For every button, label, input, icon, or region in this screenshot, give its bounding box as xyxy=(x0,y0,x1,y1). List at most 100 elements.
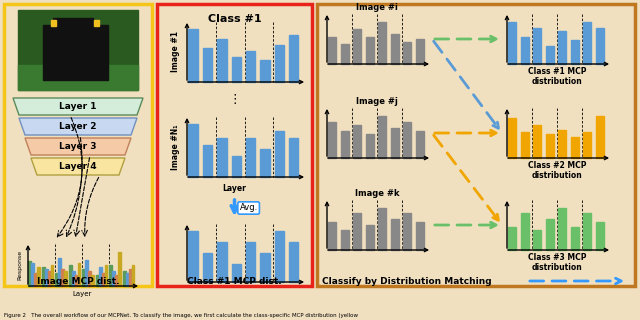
Bar xyxy=(403,42,412,64)
Bar xyxy=(83,269,85,286)
Bar xyxy=(416,39,424,64)
Bar xyxy=(533,28,541,64)
Bar xyxy=(378,116,387,158)
Bar xyxy=(72,271,74,286)
Bar xyxy=(533,230,541,250)
Bar xyxy=(275,45,284,82)
Bar xyxy=(508,118,516,158)
Bar xyxy=(217,242,227,282)
Bar xyxy=(203,48,212,82)
Bar xyxy=(45,269,47,286)
Bar xyxy=(416,222,424,250)
Bar xyxy=(289,138,298,177)
Bar xyxy=(546,219,554,250)
Bar xyxy=(123,271,125,286)
Bar xyxy=(203,145,212,177)
Bar xyxy=(391,128,399,158)
Text: Class #2 MCP
distribution: Class #2 MCP distribution xyxy=(528,161,586,180)
Bar xyxy=(340,131,349,158)
Text: Figure 2   The overall workflow of our MCPNet. To classify the image, we first c: Figure 2 The overall workflow of our MCP… xyxy=(4,313,358,317)
Text: Image #N₁: Image #N₁ xyxy=(170,124,179,170)
Text: Layer 4: Layer 4 xyxy=(59,162,97,171)
Bar xyxy=(583,213,591,250)
Bar xyxy=(61,269,64,286)
Bar xyxy=(37,267,40,286)
Bar xyxy=(340,230,349,250)
Polygon shape xyxy=(31,158,125,175)
Bar xyxy=(275,131,284,177)
Bar xyxy=(596,28,604,64)
Bar xyxy=(217,138,227,177)
Bar xyxy=(378,21,387,64)
Bar xyxy=(232,264,241,282)
Bar xyxy=(69,265,72,286)
Bar xyxy=(28,261,31,286)
Bar xyxy=(275,231,284,282)
Bar xyxy=(571,227,579,250)
Bar xyxy=(132,265,134,286)
Bar xyxy=(48,271,51,286)
Bar xyxy=(51,20,56,26)
Bar xyxy=(353,29,362,64)
Bar xyxy=(533,125,541,158)
Bar xyxy=(558,207,566,250)
Bar xyxy=(4,4,152,286)
Bar xyxy=(31,263,34,286)
Bar xyxy=(391,34,399,64)
Bar xyxy=(583,21,591,64)
Bar xyxy=(115,275,118,286)
Bar xyxy=(96,275,99,286)
Bar xyxy=(416,131,424,158)
Bar xyxy=(42,267,45,286)
Bar xyxy=(571,137,579,158)
Bar xyxy=(317,4,635,286)
Bar xyxy=(583,132,591,158)
Bar xyxy=(246,242,255,282)
Bar xyxy=(94,20,99,26)
Bar xyxy=(596,222,604,250)
Bar xyxy=(403,213,412,250)
Bar xyxy=(246,138,255,177)
Text: Image #k: Image #k xyxy=(355,189,399,198)
Polygon shape xyxy=(25,138,131,155)
Bar xyxy=(58,258,61,286)
Bar xyxy=(365,36,374,64)
Bar xyxy=(188,231,198,282)
Bar xyxy=(51,265,54,286)
Bar xyxy=(353,213,362,250)
Bar xyxy=(203,253,212,282)
Bar xyxy=(102,273,104,286)
Polygon shape xyxy=(13,98,143,115)
Bar xyxy=(64,271,67,286)
Bar xyxy=(328,36,337,64)
Bar xyxy=(521,37,529,64)
Text: Layer: Layer xyxy=(72,291,92,297)
Text: ⋮: ⋮ xyxy=(228,93,241,107)
Bar xyxy=(88,271,91,286)
Bar xyxy=(92,275,94,286)
Bar xyxy=(188,29,198,82)
Bar xyxy=(129,269,131,286)
Bar xyxy=(260,60,269,82)
Bar xyxy=(558,130,566,158)
Bar xyxy=(85,260,88,286)
Bar xyxy=(521,132,529,158)
Bar xyxy=(18,65,138,90)
Bar xyxy=(188,124,198,177)
Text: Layer 3: Layer 3 xyxy=(60,142,97,151)
Text: Class #1: Class #1 xyxy=(208,14,261,24)
Bar xyxy=(391,219,399,250)
Bar xyxy=(56,273,58,286)
Text: Class #1 MCP dist.: Class #1 MCP dist. xyxy=(187,276,282,285)
Text: Layer: Layer xyxy=(223,184,246,193)
Bar xyxy=(113,271,115,286)
Bar xyxy=(260,149,269,177)
Bar xyxy=(232,156,241,177)
Text: Image MCP dist.: Image MCP dist. xyxy=(36,276,119,285)
Bar xyxy=(340,44,349,64)
Text: Class #3 MCP
distribution: Class #3 MCP distribution xyxy=(528,253,586,272)
Bar xyxy=(508,21,516,64)
Bar xyxy=(75,275,77,286)
Text: Layer 1: Layer 1 xyxy=(60,102,97,111)
Text: Response: Response xyxy=(17,250,22,280)
